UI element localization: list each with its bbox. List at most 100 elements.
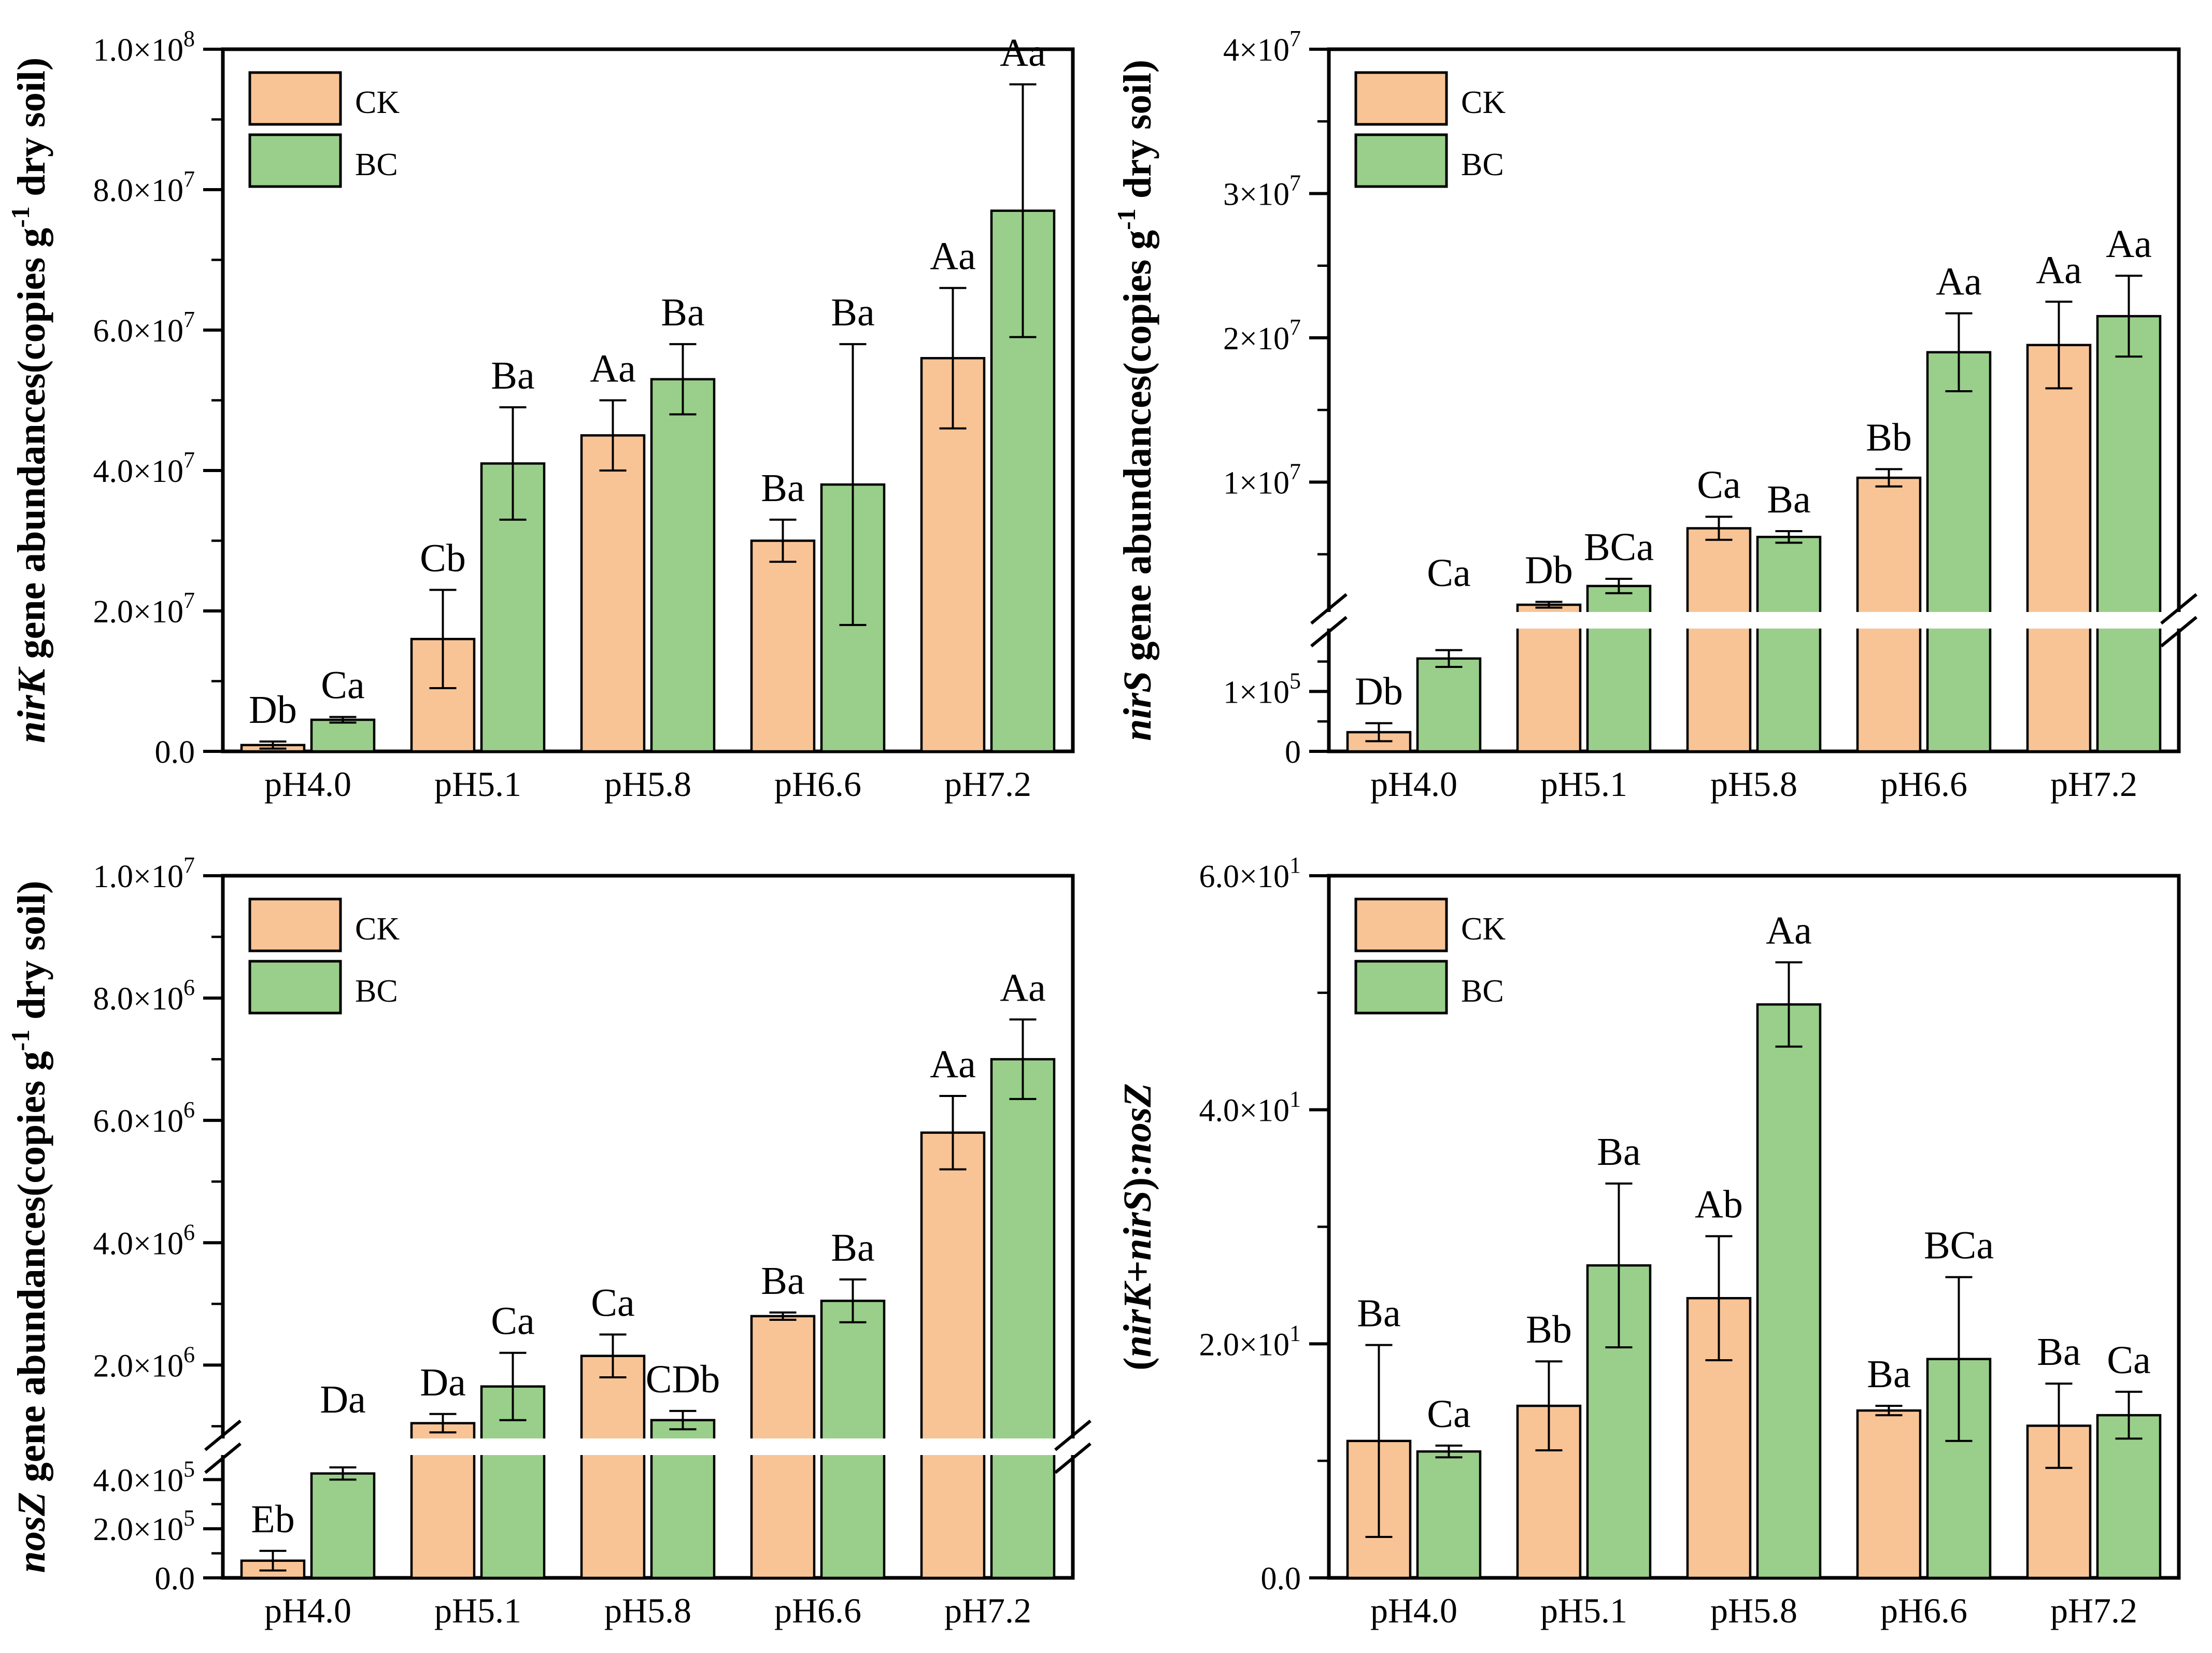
chart-nirk-panel: 0.0 2.0×107 4.0×107 6.0×107 8.0×107 1.0×108 pH… bbox=[6, 26, 1075, 804]
svg-text:Ca: Ca bbox=[1427, 551, 1470, 595]
svg-text:Ba: Ba bbox=[1767, 478, 1810, 521]
svg-text:Ba: Ba bbox=[491, 354, 534, 397]
svg-text:Aa: Aa bbox=[1000, 966, 1046, 1009]
svg-text:4.0×101: 4.0×101 bbox=[1199, 1087, 1301, 1129]
svg-text:CK: CK bbox=[355, 85, 400, 120]
svg-text:0.0: 0.0 bbox=[155, 1561, 195, 1597]
svg-text:CK: CK bbox=[355, 911, 400, 947]
svg-text:Ba: Ba bbox=[2037, 1330, 2080, 1374]
legend-item-bc: BC bbox=[248, 133, 398, 188]
svg-text:CK: CK bbox=[1461, 911, 1506, 947]
svg-text:pH4.0: pH4.0 bbox=[1370, 1591, 1457, 1630]
svg-text:pH5.1: pH5.1 bbox=[1540, 764, 1627, 804]
svg-text:Ba: Ba bbox=[1867, 1352, 1910, 1396]
svg-text:Bb: Bb bbox=[1866, 416, 1912, 459]
svg-text:pH4.0: pH4.0 bbox=[264, 764, 351, 804]
svg-text:4.0×106: 4.0×106 bbox=[93, 1219, 195, 1261]
svg-text:Aa: Aa bbox=[1766, 909, 1812, 952]
svg-text:Cb: Cb bbox=[420, 536, 466, 580]
svg-text:CK: CK bbox=[1461, 85, 1506, 120]
legend-item-bc: BC bbox=[1354, 960, 1504, 1015]
svg-text:1.0×108: 1.0×108 bbox=[93, 26, 195, 68]
svg-text:pH5.8: pH5.8 bbox=[604, 764, 691, 804]
svg-text:BC: BC bbox=[355, 147, 398, 182]
svg-text:Db: Db bbox=[1355, 670, 1403, 714]
svg-text:1.0×107: 1.0×107 bbox=[93, 852, 195, 894]
svg-text:Ca: Ca bbox=[2107, 1338, 2150, 1382]
svg-text:pH4.0: pH4.0 bbox=[264, 1591, 351, 1630]
svg-text:pH5.1: pH5.1 bbox=[434, 1591, 521, 1630]
svg-text:Db: Db bbox=[249, 688, 297, 732]
svg-text:Ca: Ca bbox=[491, 1300, 534, 1343]
svg-text:pH6.6: pH6.6 bbox=[1880, 1591, 1967, 1630]
legend-item-bc: BC bbox=[248, 960, 398, 1015]
svg-text:pH4.0: pH4.0 bbox=[1370, 764, 1457, 804]
svg-text:BC: BC bbox=[1461, 147, 1504, 182]
svg-text:Ab: Ab bbox=[1695, 1183, 1743, 1227]
svg-text:Ca: Ca bbox=[1697, 463, 1740, 507]
svg-text:Ba: Ba bbox=[661, 291, 704, 334]
svg-text:Aa: Aa bbox=[930, 235, 976, 278]
chart-nirs-panel: 0 1×105 1×107 2×107 3×107 4×107 pH4.0 pH5.1 pH5.… bbox=[1112, 26, 2197, 804]
svg-text:Aa: Aa bbox=[2036, 248, 2082, 292]
svg-text:pH6.6: pH6.6 bbox=[774, 764, 861, 804]
svg-text:Ca: Ca bbox=[1427, 1392, 1470, 1436]
svg-text:pH5.8: pH5.8 bbox=[1710, 1591, 1797, 1630]
svg-text:2.0×106: 2.0×106 bbox=[93, 1342, 195, 1384]
svg-text:Ba: Ba bbox=[831, 291, 874, 334]
svg-text:Ba: Ba bbox=[761, 1259, 804, 1303]
svg-text:pH5.8: pH5.8 bbox=[1710, 764, 1797, 804]
svg-text:0.0: 0.0 bbox=[1261, 1561, 1301, 1597]
legend-item-ck: CK bbox=[1354, 71, 1506, 126]
svg-text:pH5.1: pH5.1 bbox=[1540, 1591, 1627, 1630]
svg-text:CDb: CDb bbox=[646, 1358, 720, 1401]
svg-text:4×107: 4×107 bbox=[1223, 26, 1301, 68]
svg-text:Ba: Ba bbox=[1357, 1292, 1400, 1335]
svg-text:pH5.1: pH5.1 bbox=[434, 764, 521, 804]
svg-text:8.0×107: 8.0×107 bbox=[93, 166, 195, 208]
svg-text:3×107: 3×107 bbox=[1223, 170, 1301, 212]
svg-text:Da: Da bbox=[320, 1378, 366, 1421]
svg-text:Aa: Aa bbox=[2106, 222, 2152, 266]
svg-text:Eb: Eb bbox=[251, 1498, 294, 1541]
svg-text:Db: Db bbox=[1525, 549, 1573, 592]
svg-text:Ca: Ca bbox=[591, 1281, 634, 1324]
legend-item-ck: CK bbox=[248, 897, 400, 952]
chart-ratio-panel: 0.0 2.0×101 4.0×101 6.0×101 pH4.0 pH5.1 pH5.8 p… bbox=[1116, 852, 2181, 1630]
legend-item-bc: BC bbox=[1354, 133, 1504, 188]
svg-text:Bb: Bb bbox=[1526, 1308, 1572, 1351]
svg-text:Ba: Ba bbox=[831, 1226, 874, 1270]
svg-text:2.0×105: 2.0×105 bbox=[93, 1505, 195, 1547]
svg-text:(nirK+nirS):nosZ: (nirK+nirS):nosZ bbox=[1116, 1083, 1159, 1370]
svg-text:pH7.2: pH7.2 bbox=[2050, 764, 2137, 804]
svg-text:Aa: Aa bbox=[1000, 31, 1046, 75]
svg-text:8.0×106: 8.0×106 bbox=[93, 975, 195, 1017]
svg-text:Aa: Aa bbox=[590, 347, 636, 391]
svg-text:pH6.6: pH6.6 bbox=[1880, 764, 1967, 804]
svg-text:Da: Da bbox=[420, 1361, 466, 1404]
svg-text:BC: BC bbox=[355, 974, 398, 1009]
svg-text:nirS gene abundances(copies g-: nirS gene abundances(copies g-1 dry soil… bbox=[1112, 60, 1159, 741]
svg-text:6.0×101: 6.0×101 bbox=[1199, 852, 1301, 894]
svg-text:BC: BC bbox=[1461, 974, 1504, 1009]
svg-text:2.0×107: 2.0×107 bbox=[93, 588, 195, 630]
svg-text:Ba: Ba bbox=[761, 466, 804, 510]
svg-text:2×107: 2×107 bbox=[1223, 315, 1301, 357]
svg-text:6.0×106: 6.0×106 bbox=[93, 1097, 195, 1139]
svg-text:2.0×101: 2.0×101 bbox=[1199, 1320, 1301, 1362]
svg-text:6.0×107: 6.0×107 bbox=[93, 307, 195, 349]
chart-nosz-panel: 0.0 2.0×105 4.0×105 2.0×106 4.0×106 6.0×106 8.… bbox=[6, 852, 1091, 1630]
svg-text:nirK gene abundances(copies g-: nirK gene abundances(copies g-1 dry soil… bbox=[6, 58, 53, 743]
svg-text:BCa: BCa bbox=[1924, 1224, 1994, 1267]
svg-text:Ba: Ba bbox=[1597, 1130, 1640, 1174]
svg-text:0: 0 bbox=[1285, 735, 1301, 770]
svg-text:pH5.8: pH5.8 bbox=[604, 1591, 691, 1630]
svg-text:pH7.2: pH7.2 bbox=[2050, 1591, 2137, 1630]
svg-text:BCa: BCa bbox=[1584, 525, 1654, 569]
svg-text:pH6.6: pH6.6 bbox=[774, 1591, 861, 1630]
svg-text:1×105: 1×105 bbox=[1223, 668, 1301, 710]
svg-text:1×107: 1×107 bbox=[1223, 459, 1301, 501]
legend-item-ck: CK bbox=[1354, 897, 1506, 952]
svg-text:Aa: Aa bbox=[1936, 260, 1982, 304]
